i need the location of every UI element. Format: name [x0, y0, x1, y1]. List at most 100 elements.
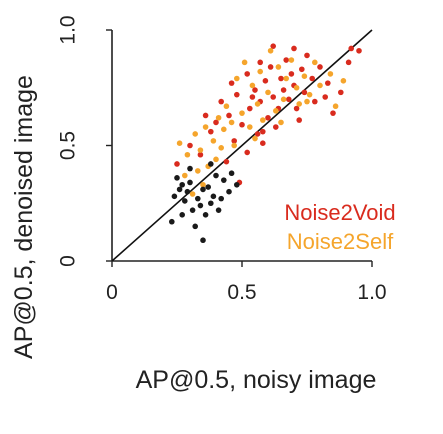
data-point-series1-18 — [265, 89, 271, 96]
data-point-series1-44 — [304, 98, 310, 105]
data-point-series0-46 — [345, 59, 352, 66]
data-point-series0-34 — [356, 47, 362, 54]
x-tick-label: 1.0 — [357, 281, 386, 304]
data-point-series2-3 — [184, 188, 191, 195]
data-point-series2-12 — [210, 193, 217, 200]
points-layer — [169, 43, 362, 244]
data-point-series0-13 — [265, 114, 271, 121]
data-point-series0-45 — [322, 94, 329, 100]
data-point-series0-35 — [244, 149, 250, 156]
data-point-series1-24 — [288, 57, 295, 63]
data-point-series1-30 — [317, 82, 323, 89]
data-point-series2-11 — [208, 200, 214, 207]
data-point-series2-9 — [197, 202, 204, 209]
data-point-series2-5 — [182, 198, 188, 204]
data-point-series0-19 — [283, 57, 290, 63]
data-point-series1-39 — [252, 135, 258, 142]
data-point-series2-26 — [228, 170, 235, 177]
data-point-series2-14 — [218, 195, 224, 202]
data-point-series2-8 — [200, 186, 206, 193]
data-point-series2-15 — [226, 188, 232, 195]
data-point-series0-28 — [312, 98, 318, 105]
data-point-series0-39 — [223, 158, 230, 165]
data-point-series0-32 — [338, 89, 344, 96]
data-point-series1-0 — [176, 140, 183, 146]
data-point-series1-22 — [280, 96, 287, 103]
data-point-series1-31 — [327, 71, 334, 77]
data-point-series1-27 — [301, 73, 308, 79]
data-point-series1-6 — [215, 114, 222, 121]
data-point-series1-13 — [247, 124, 253, 130]
data-point-series1-9 — [228, 119, 235, 126]
y-tick-label: 0 — [57, 255, 80, 267]
data-point-series2-24 — [215, 207, 222, 213]
data-point-series0-9 — [252, 87, 258, 93]
data-point-series1-4 — [202, 124, 209, 130]
data-point-series2-0 — [174, 175, 180, 181]
y-tick-label: 1.0 — [57, 15, 80, 44]
legend-entry-noise2self: Noise2Self — [287, 229, 394, 254]
data-point-series0-8 — [247, 105, 253, 112]
data-point-series1-34 — [195, 168, 201, 174]
data-point-series2-25 — [187, 165, 193, 172]
data-point-series1-2 — [192, 131, 198, 137]
data-point-series0-38 — [273, 124, 279, 130]
data-point-series1-42 — [182, 172, 188, 179]
data-point-series1-17 — [260, 117, 266, 123]
data-point-series0-43 — [296, 117, 303, 123]
y-axis-title: AP@0.5, denoised image — [10, 75, 38, 359]
data-point-series2-4 — [187, 179, 193, 186]
data-point-series0-52 — [257, 59, 264, 66]
data-point-series2-13 — [205, 184, 211, 190]
data-point-series1-36 — [213, 156, 219, 163]
data-point-series2-1 — [179, 181, 185, 188]
x-tick-label: 0.5 — [227, 281, 256, 304]
data-point-series1-37 — [189, 191, 196, 197]
data-point-series2-19 — [171, 193, 178, 200]
data-point-series0-44 — [260, 128, 266, 135]
data-point-series1-35 — [200, 181, 206, 188]
data-point-series0-10 — [254, 131, 261, 137]
data-point-series1-43 — [278, 119, 284, 126]
data-point-series0-4 — [231, 138, 237, 144]
data-point-series0-24 — [299, 66, 305, 73]
data-point-series1-10 — [234, 75, 240, 82]
data-point-series0-5 — [234, 91, 240, 98]
plot-area: 0 0.5 1.0 0 0.5 1.0 — [57, 15, 387, 304]
legend: Noise2Void Noise2Self — [284, 200, 395, 254]
data-point-series1-32 — [332, 103, 339, 110]
data-point-series0-15 — [270, 94, 277, 100]
data-point-series1-16 — [257, 68, 264, 75]
data-point-series1-21 — [275, 64, 282, 70]
data-point-series1-41 — [218, 145, 224, 151]
data-point-series1-7 — [221, 126, 227, 133]
data-point-series1-40 — [231, 142, 237, 149]
data-point-series2-27 — [208, 161, 214, 167]
legend-entry-noise2void: Noise2Void — [284, 200, 395, 225]
data-point-series0-47 — [174, 161, 180, 167]
data-point-series0-40 — [213, 119, 219, 126]
data-point-series2-17 — [234, 181, 240, 188]
data-point-series0-14 — [267, 64, 274, 70]
data-point-series2-2 — [176, 186, 183, 193]
data-point-series0-51 — [270, 43, 277, 49]
data-point-series0-48 — [187, 142, 193, 149]
data-point-series2-18 — [213, 172, 219, 179]
data-point-series0-12 — [262, 78, 269, 84]
data-point-series0-49 — [197, 151, 204, 158]
y-tick-label: 0.5 — [57, 131, 80, 160]
data-point-series0-26 — [304, 52, 310, 59]
data-point-series1-23 — [283, 75, 290, 82]
data-point-series0-41 — [202, 112, 209, 119]
data-point-series0-23 — [293, 105, 300, 112]
data-point-series2-6 — [189, 207, 196, 213]
data-point-series1-33 — [340, 78, 347, 84]
data-point-series1-28 — [306, 91, 313, 98]
data-point-series0-31 — [330, 110, 336, 116]
data-point-series0-37 — [260, 140, 266, 146]
data-point-series2-23 — [192, 223, 198, 230]
data-point-series0-25 — [301, 89, 308, 96]
data-point-series1-25 — [293, 84, 300, 91]
data-point-series2-20 — [169, 218, 175, 225]
data-point-series1-12 — [241, 59, 248, 66]
